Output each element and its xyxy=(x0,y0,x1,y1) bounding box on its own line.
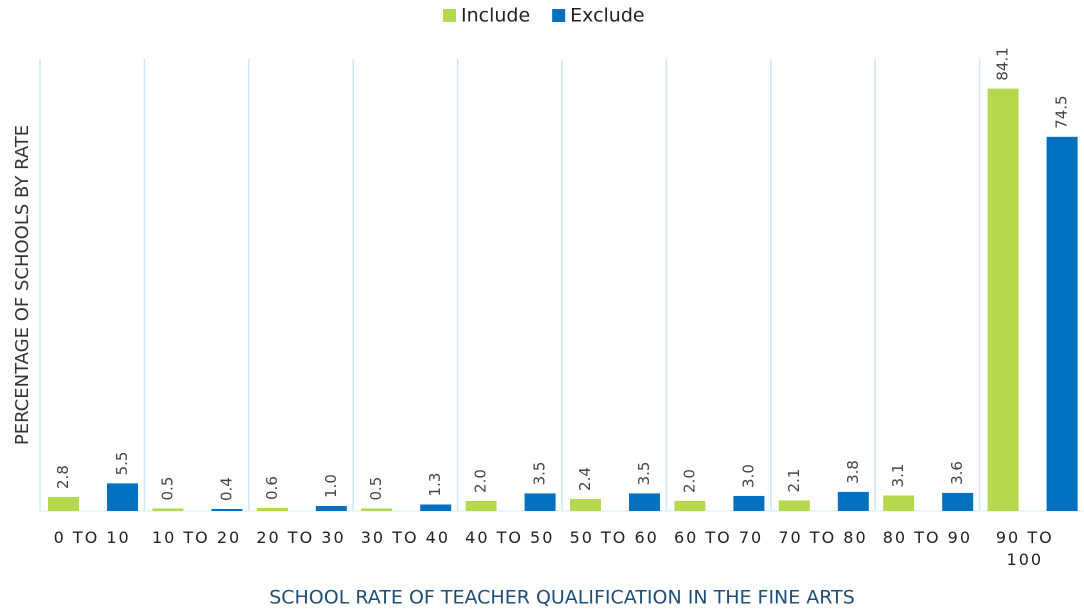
x-tick-label: 0 TO 10 xyxy=(53,528,131,547)
bar xyxy=(107,483,138,511)
value-label: 3.5 xyxy=(635,462,653,486)
x-axis-title: SCHOOL RATE OF TEACHER QUALIFICATION IN … xyxy=(269,587,855,609)
legend-label: Include xyxy=(461,5,530,27)
bar xyxy=(465,500,497,511)
value-label: 0.5 xyxy=(158,477,176,501)
bar xyxy=(778,500,810,511)
legend-swatch xyxy=(552,9,566,22)
value-label: 5.5 xyxy=(113,452,131,476)
x-tick-label: 30 TO 40 xyxy=(360,528,451,547)
value-label: 2.8 xyxy=(54,465,72,489)
bar xyxy=(152,508,184,511)
value-label: 1.3 xyxy=(426,473,444,497)
bar xyxy=(1046,136,1078,511)
x-tick-label: 40 TO 50 xyxy=(465,528,555,547)
value-label: 3.0 xyxy=(739,464,757,488)
bar xyxy=(570,498,601,511)
value-label: 2.0 xyxy=(472,469,490,493)
bar xyxy=(733,495,765,511)
x-tick-label: 10 TO 20 xyxy=(151,528,242,547)
value-label: 2.0 xyxy=(680,469,698,493)
value-label: 0.4 xyxy=(217,477,235,501)
value-label: 3.5 xyxy=(531,462,549,486)
value-label: 3.8 xyxy=(844,460,862,484)
bar xyxy=(420,504,452,511)
value-label: 74.5 xyxy=(1053,95,1071,128)
legend-swatch xyxy=(443,9,456,22)
x-tick-label: 90 TO 100 xyxy=(995,528,1054,569)
bar xyxy=(48,496,79,511)
bar xyxy=(987,88,1019,512)
x-tick-label: 60 TO 70 xyxy=(673,528,764,547)
legend-label: Exclude xyxy=(570,5,644,27)
bar xyxy=(256,507,288,511)
bar xyxy=(883,495,915,511)
value-label: 0.5 xyxy=(367,477,385,501)
bar xyxy=(837,491,869,511)
bar xyxy=(629,493,660,511)
bar xyxy=(211,508,243,511)
value-label: 2.1 xyxy=(785,469,803,493)
bar xyxy=(674,500,706,511)
bar xyxy=(361,508,393,511)
value-label: 84.1 xyxy=(994,47,1012,80)
bar xyxy=(942,492,974,511)
value-label: 1.0 xyxy=(322,474,340,498)
x-tick-label: 70 TO 80 xyxy=(778,528,868,547)
x-tick-label: 80 TO 90 xyxy=(882,528,973,547)
x-tick-label: 20 TO 30 xyxy=(256,528,346,547)
value-label: 3.6 xyxy=(948,461,966,485)
value-label: 2.4 xyxy=(576,467,594,491)
value-label: 0.6 xyxy=(263,476,281,500)
bar xyxy=(524,493,556,511)
value-label: 3.1 xyxy=(889,464,907,488)
bar xyxy=(315,505,347,511)
y-axis-title: PERCENTAGE OF SCHOOLS BY RATE xyxy=(12,125,33,445)
x-tick-label: 50 TO 60 xyxy=(569,528,659,547)
